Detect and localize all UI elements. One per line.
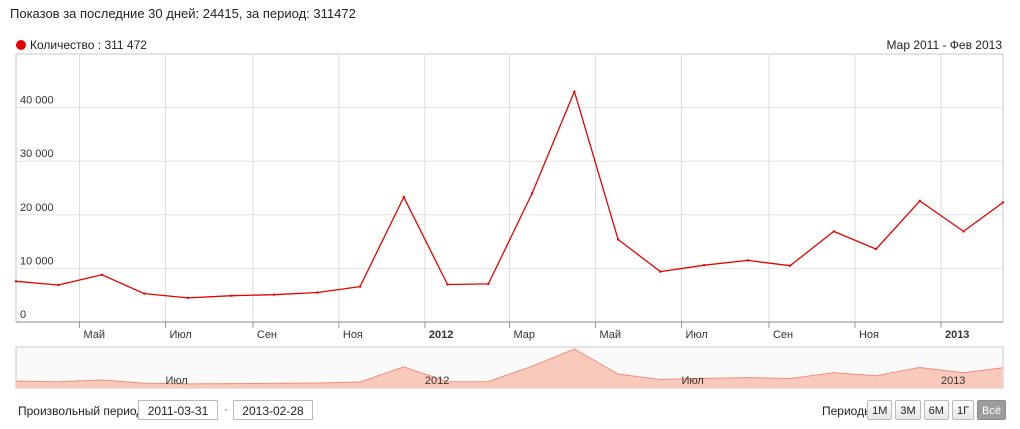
line-chart: 0 10 000 20 000 30 000 40 000 Май Июл Сен Ноя 201… xyxy=(14,53,1005,389)
x-tick-label: Мар xyxy=(514,329,536,341)
x-tick-label: Ноя xyxy=(343,329,363,341)
data-point xyxy=(143,292,146,295)
data-point xyxy=(746,259,749,262)
legend[interactable]: Количество : 311 472 xyxy=(16,38,147,52)
x-tick-label: 2013 xyxy=(945,329,969,341)
data-point xyxy=(487,282,490,286)
data-point xyxy=(918,199,922,203)
x-tick-label: 2012 xyxy=(429,329,453,341)
period-button-all[interactable]: Всё xyxy=(977,400,1006,420)
period-range: Мар 2011 - Фев 2013 xyxy=(886,38,1002,52)
navigator-label: 2012 xyxy=(425,375,449,387)
data-point xyxy=(14,280,18,283)
x-tick-label: Ноя xyxy=(859,329,879,341)
data-point xyxy=(100,273,104,277)
x-tick-label: Июл xyxy=(686,329,708,341)
data-point xyxy=(358,285,362,288)
legend-label: Количество : 311 472 xyxy=(30,38,147,52)
x-tick-label: Май xyxy=(600,329,622,341)
data-point xyxy=(446,283,449,286)
data-point xyxy=(186,296,190,300)
date-to-input[interactable]: 2013-02-28 xyxy=(233,400,313,420)
data-point xyxy=(616,238,620,241)
periods-label: Периоды: xyxy=(822,404,877,418)
period-button-1y[interactable]: 1Г xyxy=(951,400,975,420)
y-tick-label: 40 000 xyxy=(20,95,54,107)
x-tick-label: Май xyxy=(83,329,105,341)
date-from-input[interactable]: 2011-03-31 xyxy=(138,400,218,420)
data-point xyxy=(402,195,405,199)
data-point xyxy=(832,230,835,233)
period-buttons: 1М 3М 6М 1Г Всё xyxy=(867,400,1006,420)
x-tick-label: Сен xyxy=(257,329,277,341)
data-point xyxy=(874,247,878,251)
navigator-label: Июл xyxy=(682,375,704,387)
data-point xyxy=(573,90,576,93)
navigator-label: 2013 xyxy=(941,375,965,387)
data-point xyxy=(1001,201,1005,204)
y-tick-label: 20 000 xyxy=(20,202,54,214)
data-point xyxy=(57,283,60,287)
y-tick-label: 10 000 xyxy=(20,255,54,267)
date-separator: - xyxy=(224,402,228,416)
legend-marker-icon xyxy=(16,40,26,50)
data-point xyxy=(962,230,965,233)
data-point xyxy=(530,192,534,195)
period-button-1m[interactable]: 1М xyxy=(867,400,893,420)
y-tick-label: 30 000 xyxy=(20,148,54,160)
data-point xyxy=(702,263,706,267)
series-line xyxy=(15,90,1004,299)
period-button-3m[interactable]: 3М xyxy=(895,400,921,420)
x-tick-label: Сен xyxy=(773,329,793,341)
page-heading: Показов за последние 30 дней: 24415, за … xyxy=(10,6,356,21)
data-point xyxy=(272,293,276,296)
period-button-6m[interactable]: 6М xyxy=(923,400,949,420)
data-point xyxy=(659,270,662,273)
y-tick-label: 0 xyxy=(20,309,26,321)
navigator-line xyxy=(15,348,1004,385)
data-point xyxy=(788,264,792,267)
x-tick-label: Июл xyxy=(169,329,191,341)
data-point xyxy=(230,294,233,297)
custom-period-label: Произвольный период: xyxy=(18,404,147,418)
navigator-label: Июл xyxy=(165,375,187,387)
data-point xyxy=(316,291,319,294)
